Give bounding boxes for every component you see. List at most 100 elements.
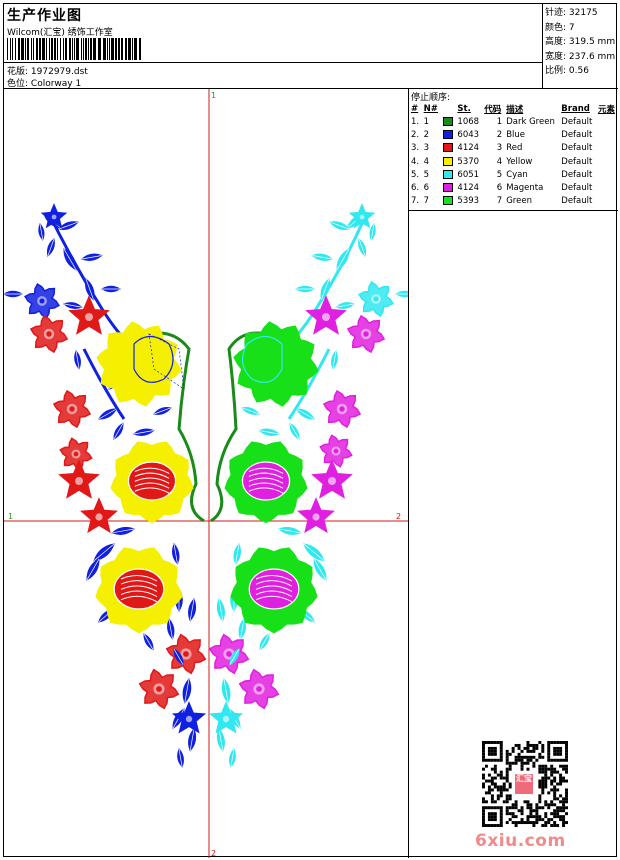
row-brand: Default <box>561 129 593 140</box>
page-title: 生产作业图 <box>7 8 82 24</box>
pattern-file: 花版: 1972979.dst <box>7 64 88 77</box>
row-elem <box>596 115 618 128</box>
row-code: 1 <box>496 116 503 127</box>
colorway-value: Colorway 1 <box>30 79 82 89</box>
row-stitches: 5393 <box>457 196 480 207</box>
stat-colors: 颜色: 7 <box>545 22 575 33</box>
col-stitches: St. <box>457 103 471 114</box>
guide-label-left: 1 <box>8 512 13 521</box>
table-row: 5. 5 6051 5 Cyan Default <box>409 168 618 181</box>
embroidery-artwork: 1 2 1 2 <box>4 89 408 858</box>
table-row: 3. 3 4124 3 Red Default <box>409 142 618 155</box>
col-idx: # <box>411 103 419 114</box>
row-num: 1 <box>423 116 430 127</box>
stat-stitches: 针迹: 32175 <box>545 8 598 18</box>
row-swatch <box>441 195 456 208</box>
thread-color-swatch <box>442 183 453 193</box>
row-swatch <box>441 142 456 155</box>
stop-sequence-title: 停止顺序: <box>411 93 451 103</box>
table-row: 4. 4 5370 4 Yellow Default <box>409 155 618 168</box>
production-sheet: 生产作业图 Wilcom(汇宝) 绣饰工作室 花版: 1972979.dst 色… <box>3 3 618 858</box>
embroidery-preview: 1 2 1 2 <box>4 89 409 858</box>
barcode <box>7 38 141 60</box>
row-idx: 3. <box>411 143 420 154</box>
row-elem <box>596 155 618 168</box>
guide-label-bottom: 2 <box>211 849 216 858</box>
row-brand: Default <box>561 196 593 207</box>
colorway-label: 色位: <box>7 79 29 89</box>
col-brand: Brand <box>561 103 590 114</box>
thread-color-swatch <box>442 116 453 126</box>
color-sequence-table: # N# St. 代码 描述 Brand 元素 1. 1 1068 1 Dark Gre… <box>409 102 618 208</box>
row-desc: Blue <box>506 129 526 140</box>
col-code: 代码 <box>484 104 502 115</box>
table-row: 6. 6 4124 6 Magenta Default <box>409 181 618 194</box>
row-stitches: 6051 <box>457 169 480 180</box>
row-num: 4 <box>423 156 430 167</box>
row-idx: 6. <box>411 183 420 194</box>
thread-color-swatch <box>442 196 453 206</box>
row-stitches: 4124 <box>457 143 480 154</box>
row-swatch <box>441 155 456 168</box>
row-code: 7 <box>496 196 503 207</box>
row-swatch <box>441 181 456 194</box>
row-desc: Green <box>506 196 532 207</box>
company-name: Wilcom(汇宝) 绣饰工作室 <box>7 28 113 38</box>
row-code: 6 <box>496 183 503 194</box>
header-divider <box>4 62 542 63</box>
row-idx: 2. <box>411 129 420 140</box>
watermark: 6xiu.com <box>475 831 566 851</box>
row-stitches: 6043 <box>457 129 480 140</box>
sheet-header: 生产作业图 Wilcom(汇宝) 绣饰工作室 花版: 1972979.dst 色… <box>4 4 618 89</box>
row-brand: Default <box>561 169 593 180</box>
row-num: 3 <box>423 143 430 154</box>
row-elem <box>596 142 618 155</box>
row-code: 5 <box>496 169 503 180</box>
thread-info-panel: 停止顺序: # N# St. 代码 描述 Brand 元素 1. 1 1068 1 Da… <box>409 89 618 858</box>
thread-color-swatch <box>442 156 453 166</box>
row-brand: Default <box>561 183 593 194</box>
row-idx: 4. <box>411 156 420 167</box>
col-swatch <box>441 102 456 115</box>
row-code: 2 <box>496 129 503 140</box>
row-desc: Dark Green <box>506 116 555 127</box>
colorway: 色位: Colorway 1 <box>7 76 81 89</box>
design-stats: 针迹: 32175 颜色: 7 高度: 319.5 mm 宽度: 237.6 m… <box>542 4 618 89</box>
row-desc: Red <box>506 143 523 154</box>
row-brand: Default <box>561 143 593 154</box>
thread-color-swatch <box>442 129 453 139</box>
row-elem <box>596 181 618 194</box>
row-idx: 1. <box>411 116 420 127</box>
row-swatch <box>441 115 456 128</box>
table-header-row: # N# St. 代码 描述 Brand 元素 <box>409 102 618 115</box>
row-elem <box>596 168 618 181</box>
row-idx: 5. <box>411 169 420 180</box>
row-elem <box>596 128 618 141</box>
row-swatch <box>441 168 456 181</box>
row-elem <box>596 195 618 208</box>
col-num: N# <box>423 103 438 114</box>
row-brand: Default <box>561 116 593 127</box>
row-brand: Default <box>561 156 593 167</box>
pattern-label: 花版: <box>7 67 29 77</box>
stat-scale: 比例: 0.56 <box>545 66 589 76</box>
row-swatch <box>441 128 456 141</box>
guide-label-right: 2 <box>396 512 401 521</box>
qr-code <box>482 741 568 827</box>
row-num: 2 <box>423 129 430 140</box>
table-row: 7. 7 5393 7 Green Default <box>409 195 618 208</box>
guide-label-top: 1 <box>211 91 216 100</box>
header-info: 生产作业图 Wilcom(汇宝) 绣饰工作室 花版: 1972979.dst 色… <box>4 4 542 89</box>
row-desc: Yellow <box>506 156 533 167</box>
row-num: 7 <box>423 196 430 207</box>
row-stitches: 5370 <box>457 156 480 167</box>
row-idx: 7. <box>411 196 420 207</box>
row-num: 6 <box>423 183 430 194</box>
qr-logo-stamp: 汇宝 <box>513 772 535 796</box>
row-stitches: 4124 <box>457 183 480 194</box>
row-stitches: 1068 <box>457 116 480 127</box>
pattern-value: 1972979.dst <box>30 67 88 77</box>
row-desc: Magenta <box>506 183 544 194</box>
table-row: 2. 2 6043 2 Blue Default <box>409 128 618 141</box>
col-elem: 元素 <box>597 104 615 115</box>
